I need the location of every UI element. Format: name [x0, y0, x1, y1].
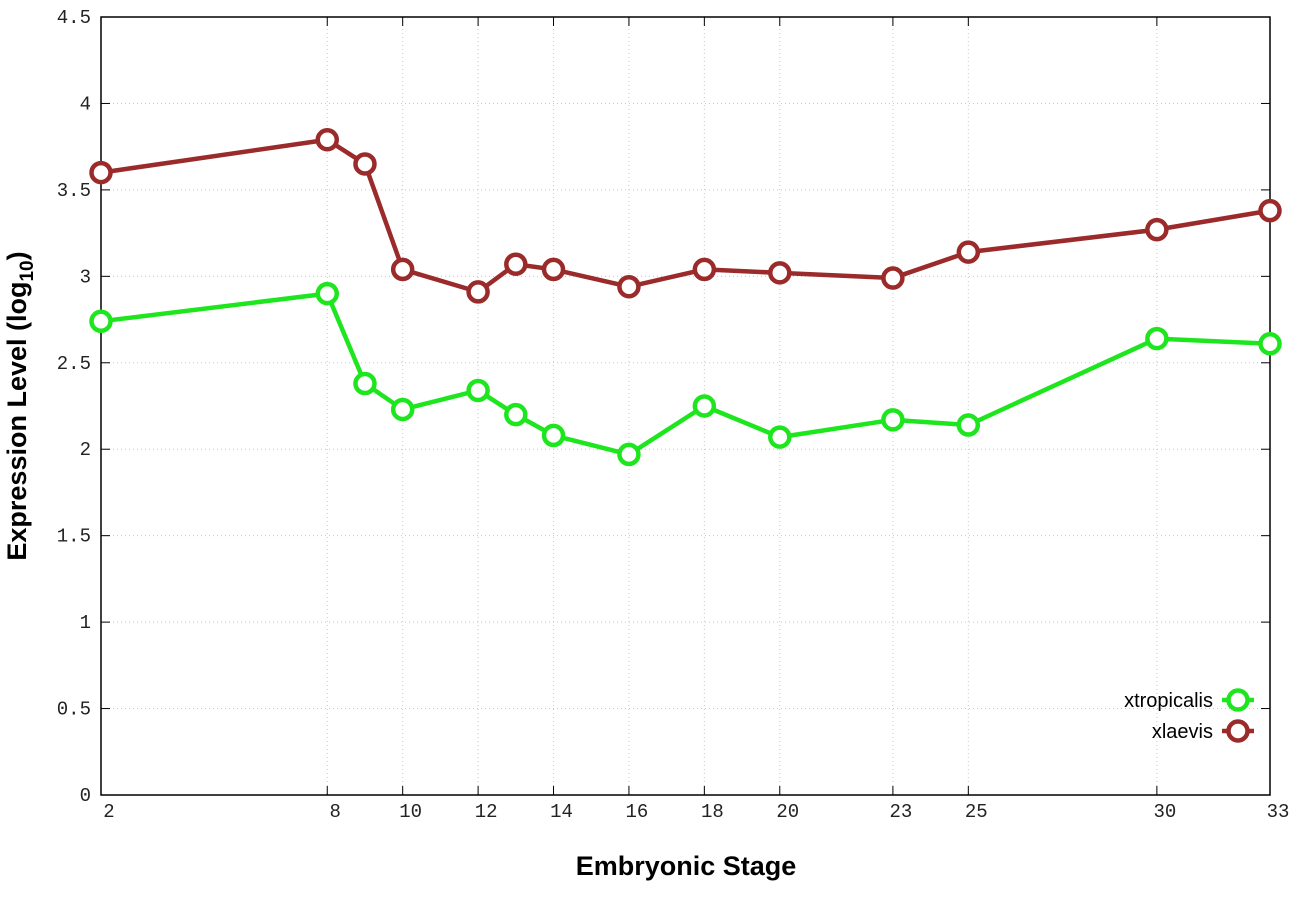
y-tick-label: 0.5	[57, 699, 91, 721]
data-point	[353, 371, 377, 396]
data-point	[881, 266, 905, 290]
x-tick-label: 30	[1153, 801, 1176, 823]
x-tick-label: 25	[965, 801, 988, 823]
data-point	[466, 280, 490, 304]
x-tick-label: 12	[475, 801, 498, 823]
y-tick-label: 4	[80, 93, 91, 115]
x-tick-label: 8	[330, 801, 341, 823]
data-point	[353, 152, 377, 176]
data-point	[956, 240, 981, 264]
x-tick-label: 10	[399, 801, 422, 823]
y-tick-label: 0	[80, 785, 91, 807]
data-point	[466, 378, 490, 403]
data-point	[768, 261, 792, 285]
y-tick-label: 1	[80, 612, 91, 634]
y-tick-label: 3	[80, 266, 91, 288]
y-label-sub: 10	[17, 260, 38, 281]
series-line	[100, 137, 1271, 295]
y-tick-label: 2.5	[57, 353, 91, 375]
data-point	[315, 281, 340, 306]
data-point	[504, 402, 528, 427]
data-point	[504, 252, 528, 276]
legend-label: xlaevis	[1152, 721, 1213, 743]
x-tick-label: 20	[776, 801, 799, 823]
data-point	[1145, 326, 1169, 351]
data-point	[692, 257, 717, 282]
data-point	[541, 423, 566, 448]
data-point	[1145, 217, 1169, 242]
plot-frame	[100, 16, 1271, 796]
data-point	[881, 408, 905, 432]
legend-marker	[1226, 719, 1250, 743]
data-point	[617, 274, 641, 299]
y-tick-label: 2	[80, 439, 91, 461]
x-tick-label: 16	[626, 801, 649, 823]
data-point	[390, 257, 415, 282]
y-axis-label: Expression Level (log10)	[2, 251, 38, 560]
data-point	[692, 394, 717, 418]
data-point	[89, 309, 113, 334]
series-line	[100, 291, 1271, 457]
data-point	[768, 425, 792, 449]
data-point	[956, 413, 981, 437]
y-tick-label: 3.5	[57, 180, 91, 202]
x-tick-label: 2	[103, 801, 114, 823]
y-tick-label: 1.5	[57, 526, 91, 548]
y-label-end: )	[2, 251, 32, 260]
y-label-main: Expression Level (log	[2, 282, 32, 561]
data-point	[541, 257, 566, 282]
x-tick-label: 14	[550, 801, 573, 823]
x-axis-label: Embryonic Stage	[576, 851, 797, 881]
x-tick-label: 33	[1267, 801, 1290, 823]
data-point	[1258, 198, 1282, 223]
data-point	[315, 128, 340, 152]
x-tick-label: 23	[889, 801, 912, 823]
legend-marker	[1226, 688, 1250, 712]
legend-label: xtropicalis	[1124, 690, 1213, 712]
data-point	[617, 442, 641, 467]
y-tick-label: 4.5	[57, 7, 91, 29]
data-point	[89, 160, 113, 185]
data-point	[390, 397, 415, 422]
x-tick-label: 18	[701, 801, 724, 823]
data-point	[1258, 332, 1282, 356]
